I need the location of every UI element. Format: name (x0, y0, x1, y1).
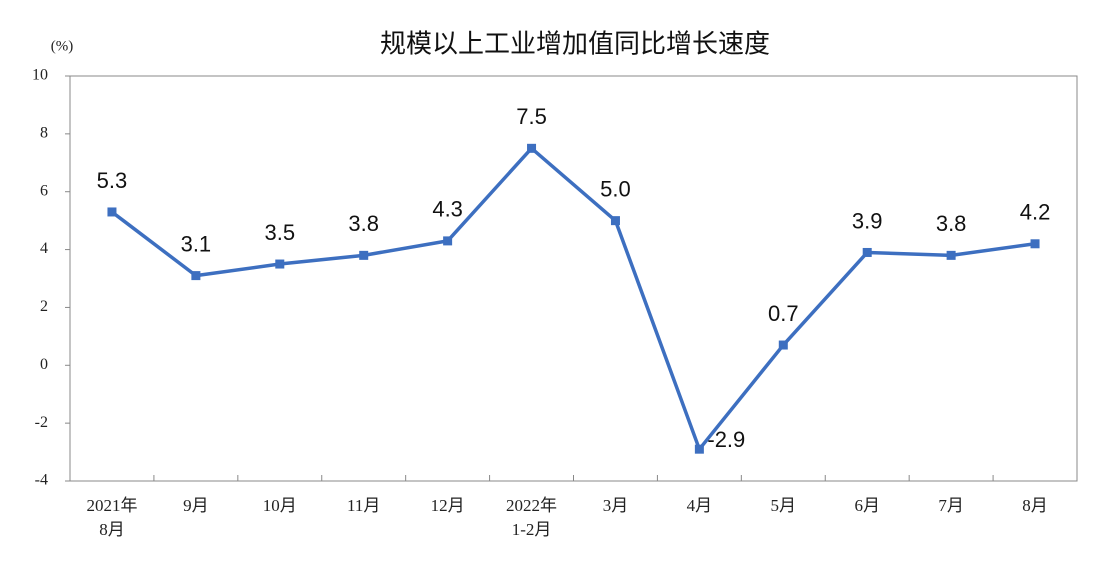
data-label: 3.8 (348, 211, 379, 236)
x-tick-label: 5月 (770, 496, 797, 515)
y-tick-label: 4 (40, 240, 48, 257)
plot-frame (69, 75, 1078, 482)
chart-title: 规模以上工业增加值同比增长速度 (380, 30, 770, 60)
y-tick-label: 0 (40, 356, 48, 373)
point (191, 271, 201, 281)
data-label: 3.9 (852, 208, 883, 233)
data-label: 3.1 (181, 231, 212, 256)
point (107, 207, 117, 217)
x-tick-label: 3月 (602, 496, 629, 515)
data-label: 4.3 (432, 197, 463, 222)
point (275, 259, 285, 269)
data-label: 5.3 (97, 168, 128, 193)
point (778, 340, 788, 350)
point (946, 250, 956, 260)
y-tick-label: 2 (40, 298, 48, 315)
x-tick-label: 9月 (183, 496, 209, 515)
x-tick-label: 2021年 8月 (86, 496, 138, 539)
x-tick-label: 7月 (938, 496, 964, 515)
x-tick-label: 10月 (262, 496, 297, 515)
x-tick-label: 2022年 1-2月 (506, 496, 558, 539)
x-tick-label: 6月 (854, 496, 880, 515)
point (862, 247, 872, 257)
y-tick-label: -2 (35, 414, 48, 431)
data-label: 0.7 (768, 301, 799, 326)
point (443, 236, 453, 246)
x-tick-label: 4月 (686, 496, 713, 515)
x-tick-label: 8月 (1022, 496, 1048, 515)
y-axis-label: (%) (51, 38, 74, 54)
y-tick-label: -4 (35, 472, 48, 489)
series-line (110, 146, 1036, 451)
y-tick-label: 8 (40, 125, 48, 142)
data-label: -2.9 (707, 427, 745, 452)
y-tick-label: 6 (40, 182, 48, 199)
point (1030, 239, 1040, 249)
point (610, 216, 620, 226)
data-label: 3.5 (264, 220, 295, 245)
point (359, 250, 369, 260)
point (694, 444, 704, 454)
x-tick-label: 12月 (430, 496, 465, 515)
point (527, 143, 537, 153)
data-label: 4.2 (1020, 200, 1051, 225)
data-label: 5.0 (600, 176, 631, 201)
x-tick-label: 11月 (347, 496, 381, 515)
data-label: 3.8 (936, 211, 967, 236)
data-label: 7.5 (516, 104, 547, 129)
y-tick-label: 10 (32, 67, 48, 84)
